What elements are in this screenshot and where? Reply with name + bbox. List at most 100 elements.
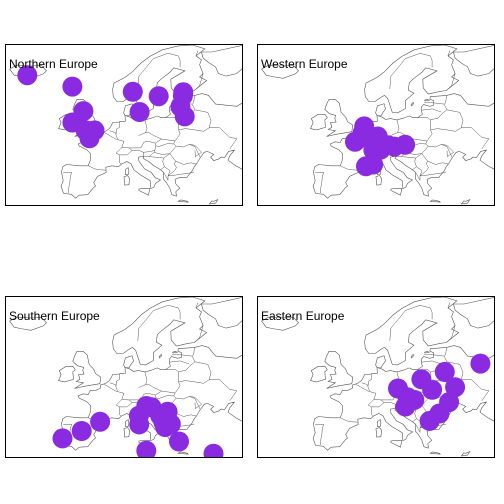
coastline [390, 440, 403, 448]
country-border [189, 144, 203, 158]
coastline [123, 427, 130, 438]
country-border [144, 119, 148, 133]
country-border [119, 147, 133, 156]
country-border [371, 399, 385, 408]
location-point [129, 102, 150, 122]
location-point [422, 379, 443, 400]
location-point [203, 443, 224, 457]
country-border [194, 325, 204, 343]
country-border [415, 166, 423, 181]
location-point [169, 431, 189, 452]
location-point [136, 440, 157, 457]
country-border [401, 156, 417, 170]
coastline [261, 316, 299, 331]
map-northern-europe [9, 45, 242, 205]
country-border [389, 305, 421, 341]
country-border [419, 53, 433, 68]
coastline [172, 350, 179, 354]
country-border [195, 302, 199, 308]
country-border [340, 417, 359, 423]
country-border [424, 354, 448, 362]
country-border [427, 160, 449, 165]
country-border [441, 144, 455, 158]
country-border [172, 354, 196, 362]
coastline [364, 45, 460, 114]
coastline [375, 355, 386, 369]
coastline [261, 64, 299, 79]
location-point [363, 154, 384, 175]
coastline [410, 101, 414, 107]
location-point [419, 410, 440, 431]
country-border [128, 141, 157, 153]
coastline [72, 351, 102, 389]
panel-title-northern-europe: Northern Europe [9, 57, 98, 71]
country-border [167, 53, 181, 68]
coastline [60, 45, 242, 199]
country-border [175, 160, 197, 165]
country-border [163, 166, 171, 181]
country-border [355, 383, 377, 417]
country-border [191, 95, 195, 105]
country-border [169, 360, 190, 365]
country-border [389, 53, 421, 89]
country-border [103, 383, 125, 417]
country-border [163, 153, 177, 177]
country-border [174, 379, 238, 401]
coastline [460, 198, 471, 205]
country-border [153, 143, 177, 155]
country-border [446, 73, 456, 91]
country-border [421, 360, 442, 365]
coastline [364, 297, 460, 366]
coastline [123, 355, 134, 369]
coastline [324, 99, 354, 137]
country-border [396, 119, 400, 133]
country-border [194, 73, 204, 91]
coastline [310, 365, 328, 383]
country-border [361, 382, 370, 392]
location-point [71, 421, 92, 441]
coastline [9, 64, 47, 79]
location-point [122, 81, 143, 102]
location-point [148, 86, 169, 107]
country-border [137, 305, 169, 341]
panel-northern-europe: Northern Europe [5, 44, 243, 206]
country-border [315, 424, 325, 446]
coastline [324, 351, 354, 389]
location-point [90, 411, 111, 432]
coastline [429, 451, 441, 455]
country-border [421, 108, 442, 113]
country-border [419, 171, 447, 177]
coastline [125, 167, 130, 175]
country-border [367, 374, 372, 386]
coastline [310, 113, 328, 131]
country-border [165, 369, 179, 373]
map-western-europe [261, 45, 494, 205]
country-border [417, 117, 431, 121]
location-point [470, 353, 491, 374]
country-border [109, 382, 118, 392]
country-border [167, 305, 181, 320]
country-border [195, 50, 199, 56]
coastline [375, 103, 386, 117]
coastline [112, 297, 208, 366]
coastline [138, 188, 151, 196]
country-border [443, 95, 447, 105]
country-border [138, 131, 163, 144]
coastline [312, 297, 494, 451]
location-point [155, 417, 176, 437]
location-point [395, 396, 416, 417]
country-border [167, 171, 195, 177]
country-border [138, 383, 163, 396]
country-border [137, 53, 169, 89]
country-border [144, 371, 148, 385]
panel-southern-europe: Southern Europe [5, 296, 243, 458]
location-point [17, 65, 38, 86]
country-border [155, 138, 176, 147]
coastline [429, 199, 441, 203]
coastline [424, 350, 431, 354]
location-point [79, 128, 100, 149]
coastline [9, 316, 47, 331]
map-eastern-europe [261, 297, 494, 457]
country-border [103, 131, 125, 165]
country-border [115, 374, 120, 386]
